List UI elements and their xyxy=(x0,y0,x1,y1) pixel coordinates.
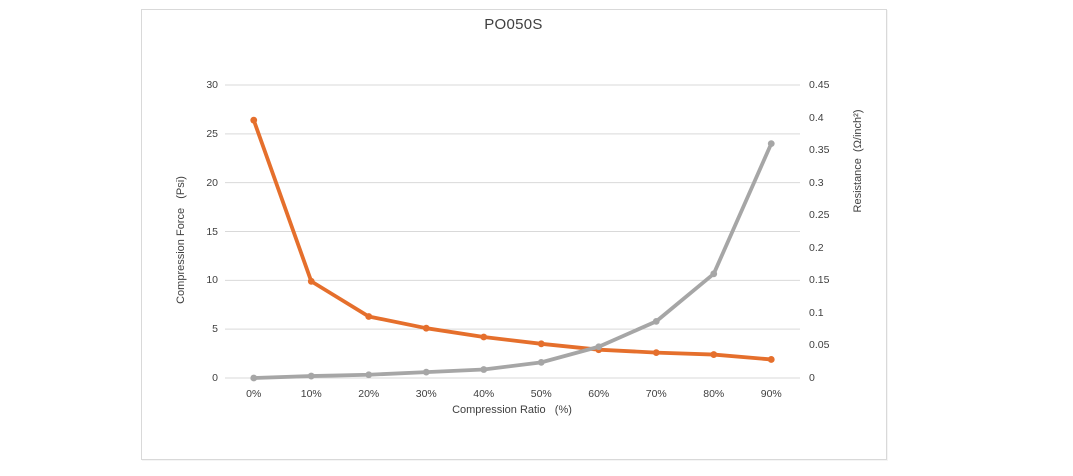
right-axis-tick-label: 0 xyxy=(809,372,815,384)
data-point-marker xyxy=(595,343,603,351)
chart-frame xyxy=(141,9,887,460)
right-axis-tick-label: 0.05 xyxy=(809,339,830,352)
right-axis-tick-label: 0.3 xyxy=(809,176,824,189)
x-axis-tick-label: 40% xyxy=(473,388,495,400)
right-axis-tick-label: 0.15 xyxy=(809,274,830,287)
left-axis-tick-label: 0 xyxy=(212,372,218,384)
x-axis-tick-label: 50% xyxy=(530,388,552,400)
x-axis-tick-label: 30% xyxy=(415,388,437,400)
right-axis-tick-label: 0.2 xyxy=(809,241,824,254)
data-point-marker xyxy=(767,140,775,148)
right-axis-title: Resistance (Ω/inch²) xyxy=(852,109,864,213)
data-point-marker xyxy=(710,351,718,358)
data-point-marker xyxy=(250,116,258,124)
data-point-marker xyxy=(365,371,373,379)
data-point-marker xyxy=(767,356,775,363)
chart-title: PO050S xyxy=(484,16,543,33)
left-axis-title: Compression Force (Psi) xyxy=(175,176,187,304)
x-axis-tick-label: 20% xyxy=(358,388,380,400)
data-point-marker xyxy=(537,340,545,348)
data-point-marker xyxy=(307,277,315,285)
x-axis-tick-label: 60% xyxy=(588,388,610,400)
left-axis-tick-label: 5 xyxy=(212,323,218,336)
data-point-marker xyxy=(480,333,488,341)
left-axis-tick-label: 10 xyxy=(206,274,218,287)
right-axis-tick-label: 0.4 xyxy=(809,111,824,124)
data-point-marker xyxy=(652,317,660,325)
compression-force-line xyxy=(251,118,774,362)
x-axis-tick-label: 0% xyxy=(246,388,262,400)
left-axis-tick-label: 20 xyxy=(206,176,218,189)
x-axis-tick-label: 80% xyxy=(703,388,725,400)
left-axis-tick-label: 15 xyxy=(206,225,218,238)
right-axis-tick-label: 0.25 xyxy=(809,209,830,222)
data-point-marker xyxy=(480,366,488,373)
data-point-marker xyxy=(710,270,718,278)
data-point-marker xyxy=(537,358,545,366)
data-point-marker xyxy=(652,349,660,357)
left-axis-tick-label: 30 xyxy=(206,79,218,91)
x-axis-tick-label: 10% xyxy=(300,388,322,400)
x-axis-title: Compression Ratio (%) xyxy=(452,404,572,416)
right-axis-tick-label: 0.45 xyxy=(809,79,830,91)
x-axis-tick-label: 70% xyxy=(645,388,667,400)
data-point-marker xyxy=(422,324,430,332)
resistance-line xyxy=(251,141,774,380)
x-axis-tick-label: 90% xyxy=(760,388,782,400)
right-axis-tick-label: 0.1 xyxy=(809,306,824,319)
right-axis-tick-label: 0.35 xyxy=(809,144,830,157)
left-axis-tick-label: 25 xyxy=(206,127,218,140)
data-point-marker xyxy=(422,368,430,376)
data-point-marker xyxy=(307,372,315,380)
data-point-marker xyxy=(250,374,258,382)
data-point-marker xyxy=(365,313,373,320)
